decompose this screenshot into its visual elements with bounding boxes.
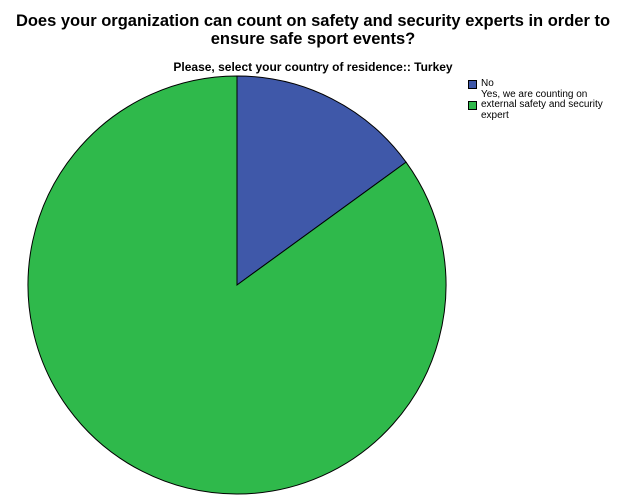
pie-slices xyxy=(27,75,447,495)
legend-item-yes: Yes, we are counting on external safety … xyxy=(467,88,622,122)
legend-swatch xyxy=(468,80,477,89)
legend-swatch xyxy=(468,100,477,110)
pie-slice-no xyxy=(236,75,407,286)
chart-title: Does your organization can count on safe… xyxy=(15,12,611,48)
pie-slice-yes xyxy=(27,75,447,495)
legend-label: Yes, we are counting on external safety … xyxy=(481,88,603,121)
legend-item-no: No xyxy=(467,78,622,90)
legend: No Yes, we are counting on external safet… xyxy=(467,78,622,122)
chart-subtitle: Please, select your country of residence… xyxy=(173,60,453,74)
legend-label: No xyxy=(481,78,494,89)
